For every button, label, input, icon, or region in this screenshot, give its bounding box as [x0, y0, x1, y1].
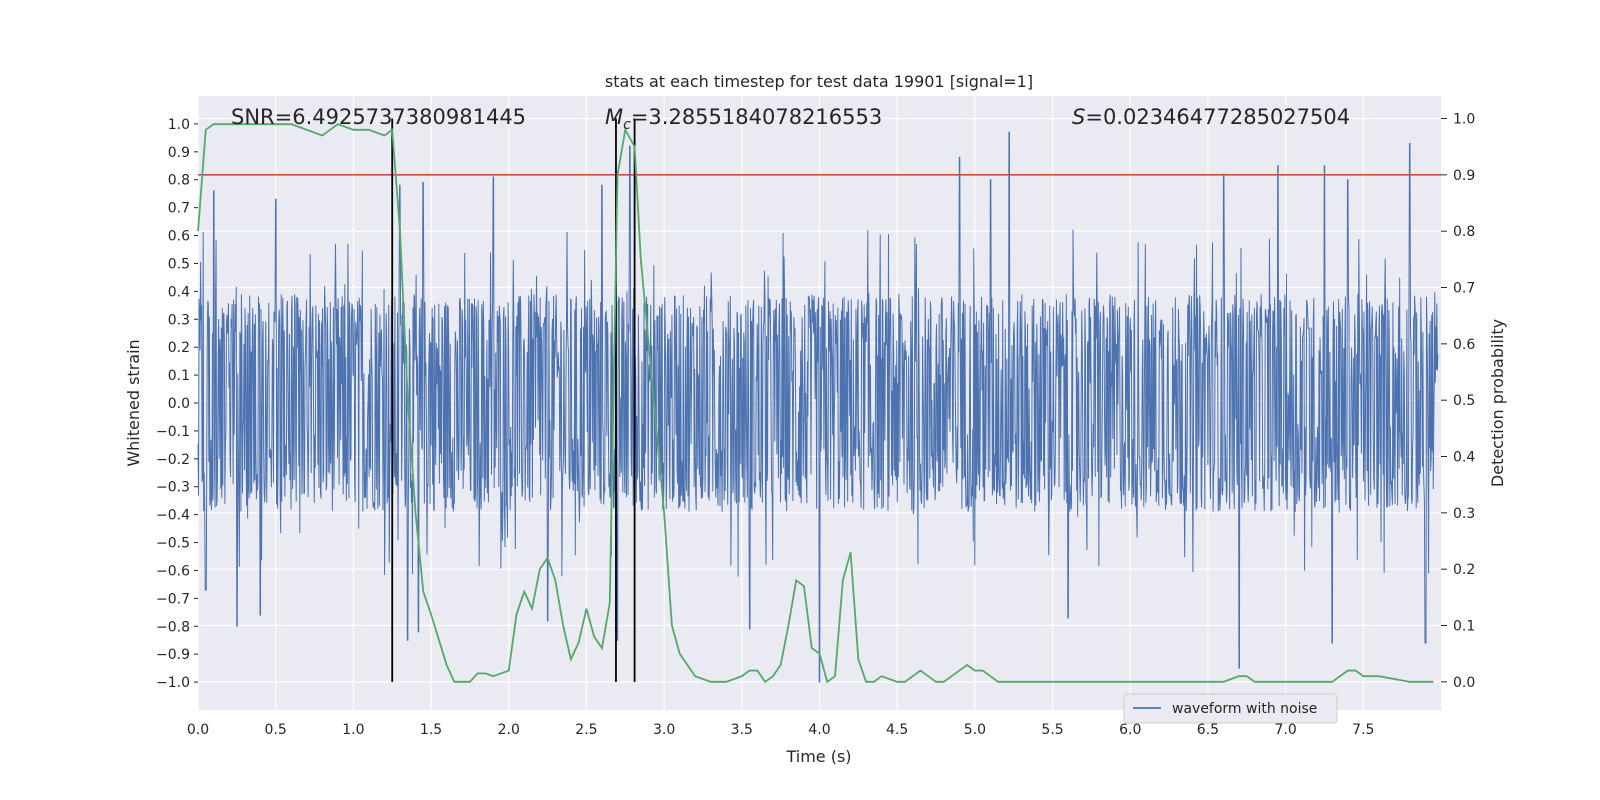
y2-tick-label-3: 0.3: [1453, 506, 1475, 522]
chirp-mass-subscript: c: [623, 117, 631, 133]
x-axis-label: Time (s): [785, 747, 851, 766]
legend: waveform with noise: [1123, 693, 1338, 724]
y-tick-label-5: −0.5: [156, 536, 190, 552]
x-tick-label-12: 6.0: [1119, 722, 1141, 738]
s-annotation: S=0.02346477285027504: [1072, 105, 1350, 129]
x-tick-label-10: 5.0: [964, 722, 986, 738]
x-tick-label-4: 2.0: [498, 722, 520, 738]
y-tick-label-17: 0.7: [168, 201, 190, 217]
x-tick-label-5: 2.5: [575, 722, 597, 738]
y2-tick-label-8: 0.8: [1453, 224, 1475, 240]
x-tick-label-15: 7.5: [1352, 722, 1374, 738]
y-tick-label-16: 0.6: [168, 229, 190, 245]
y-axis-label: Whitened strain: [124, 339, 143, 466]
snr-annotation: SNR=6.4925737380981445: [231, 105, 526, 129]
y2-tick-label-2: 0.2: [1453, 562, 1475, 578]
y2-tick-label-5: 0.5: [1453, 393, 1475, 409]
y2-tick-label-10: 1.0: [1453, 112, 1475, 128]
plot-content: [197, 118, 1441, 684]
y-axis-ticks: −1.0 −0.9 −0.8 −0.7 −0.6 −0.5 −0.4 −0.3 −0.2 −0.1…: [156, 117, 198, 691]
y2-tick-label-1: 0.1: [1453, 619, 1475, 635]
y2-tick-label-7: 0.7: [1453, 281, 1475, 297]
x-axis-ticks: 0.0 0.5 1.0 1.5 2.0 2.5 3.0 3.5 4.0 4.5 5.0 5.5 6.0 6…: [187, 722, 1375, 738]
x-tick-label-3: 1.5: [420, 722, 442, 738]
chirp-mass-annotation: Mc=3.2855184078216553: [605, 105, 882, 133]
chirp-mass-symbol: M: [605, 105, 623, 129]
y-tick-label-3: −0.7: [156, 591, 190, 607]
x-tick-label-11: 5.5: [1041, 722, 1063, 738]
y2-tick-label-9: 0.9: [1453, 168, 1475, 184]
y2-axis-ticks: 0.0 0.1 0.2 0.3 0.4 0.5 0.6 0.7 0.8 0.9 1.0: [1441, 112, 1475, 691]
x-tick-label-14: 7.0: [1274, 722, 1296, 738]
y-tick-label-13: 0.3: [168, 312, 190, 328]
y2-tick-label-0: 0.0: [1453, 675, 1475, 691]
y2-tick-label-4: 0.4: [1453, 450, 1475, 466]
detection-probability-series: [197, 123, 1434, 684]
y-tick-label-4: −0.6: [156, 563, 190, 579]
y2-tick-label-6: 0.6: [1453, 337, 1475, 353]
chirp-mass-value: =3.2855184078216553: [631, 105, 882, 129]
legend-entry-waveform: waveform with noise: [1172, 701, 1317, 717]
y-tick-label-8: −0.2: [156, 452, 190, 468]
chart-title: stats at each timestep for test data 199…: [605, 72, 1033, 91]
s-symbol: S: [1072, 105, 1085, 129]
x-tick-label-2: 1.0: [342, 722, 364, 738]
x-tick-label-7: 3.5: [731, 722, 753, 738]
y-tick-label-0: −1.0: [156, 675, 190, 691]
y-tick-label-2: −0.8: [156, 619, 190, 635]
s-value: =0.02346477285027504: [1085, 105, 1350, 129]
y-tick-label-14: 0.4: [168, 284, 190, 300]
x-tick-label-13: 6.5: [1197, 722, 1219, 738]
y-tick-label-20: 1.0: [168, 117, 190, 133]
y-tick-label-15: 0.5: [168, 256, 190, 272]
x-tick-label-8: 4.0: [808, 722, 830, 738]
y-tick-label-7: −0.3: [156, 480, 190, 496]
y-tick-label-11: 0.1: [168, 368, 190, 384]
waveform-series: [197, 131, 1439, 683]
y-tick-label-19: 0.9: [168, 145, 190, 161]
legend-box: [1123, 693, 1338, 724]
y-tick-label-1: −0.9: [156, 647, 190, 663]
y-tick-label-6: −0.4: [156, 508, 190, 524]
x-tick-label-1: 0.5: [265, 722, 287, 738]
y-tick-label-12: 0.2: [168, 340, 190, 356]
y-tick-label-18: 0.8: [168, 173, 190, 189]
y-tick-label-9: −0.1: [156, 424, 190, 440]
x-tick-label-0: 0.0: [187, 722, 209, 738]
x-tick-label-9: 4.5: [886, 722, 908, 738]
y-tick-label-10: 0.0: [168, 396, 190, 412]
x-tick-label-6: 3.0: [653, 722, 675, 738]
y2-axis-label: Detection probability: [1488, 319, 1507, 487]
